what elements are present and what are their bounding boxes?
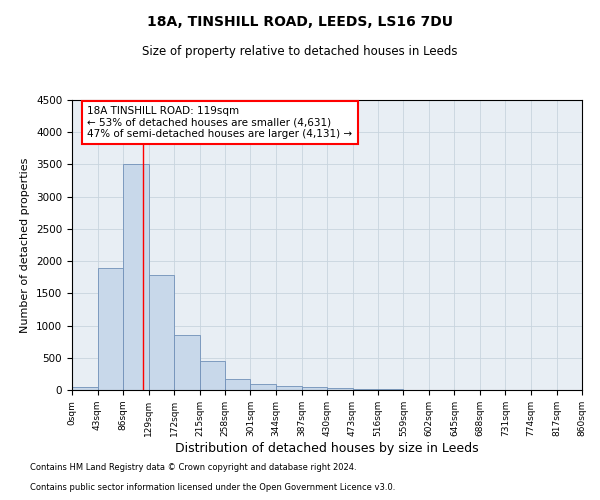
Bar bbox=[149, 276, 174, 390]
Y-axis label: Number of detached properties: Number of detached properties bbox=[20, 158, 31, 332]
Text: Contains public sector information licensed under the Open Government Licence v3: Contains public sector information licen… bbox=[30, 484, 395, 492]
Bar bbox=[251, 384, 276, 390]
Bar bbox=[199, 361, 225, 390]
Text: Contains HM Land Registry data © Crown copyright and database right 2024.: Contains HM Land Registry data © Crown c… bbox=[30, 464, 356, 472]
Text: Size of property relative to detached houses in Leeds: Size of property relative to detached ho… bbox=[142, 45, 458, 58]
Bar bbox=[276, 386, 302, 390]
Bar bbox=[225, 378, 251, 390]
Bar bbox=[123, 164, 149, 390]
Bar bbox=[302, 388, 327, 390]
Text: 18A, TINSHILL ROAD, LEEDS, LS16 7DU: 18A, TINSHILL ROAD, LEEDS, LS16 7DU bbox=[147, 15, 453, 29]
Bar bbox=[327, 388, 353, 390]
Bar bbox=[174, 334, 199, 390]
Bar bbox=[97, 268, 123, 390]
Bar bbox=[353, 389, 378, 390]
Bar bbox=[72, 387, 97, 390]
X-axis label: Distribution of detached houses by size in Leeds: Distribution of detached houses by size … bbox=[175, 442, 479, 454]
Text: 18A TINSHILL ROAD: 119sqm
← 53% of detached houses are smaller (4,631)
47% of se: 18A TINSHILL ROAD: 119sqm ← 53% of detac… bbox=[88, 106, 352, 139]
